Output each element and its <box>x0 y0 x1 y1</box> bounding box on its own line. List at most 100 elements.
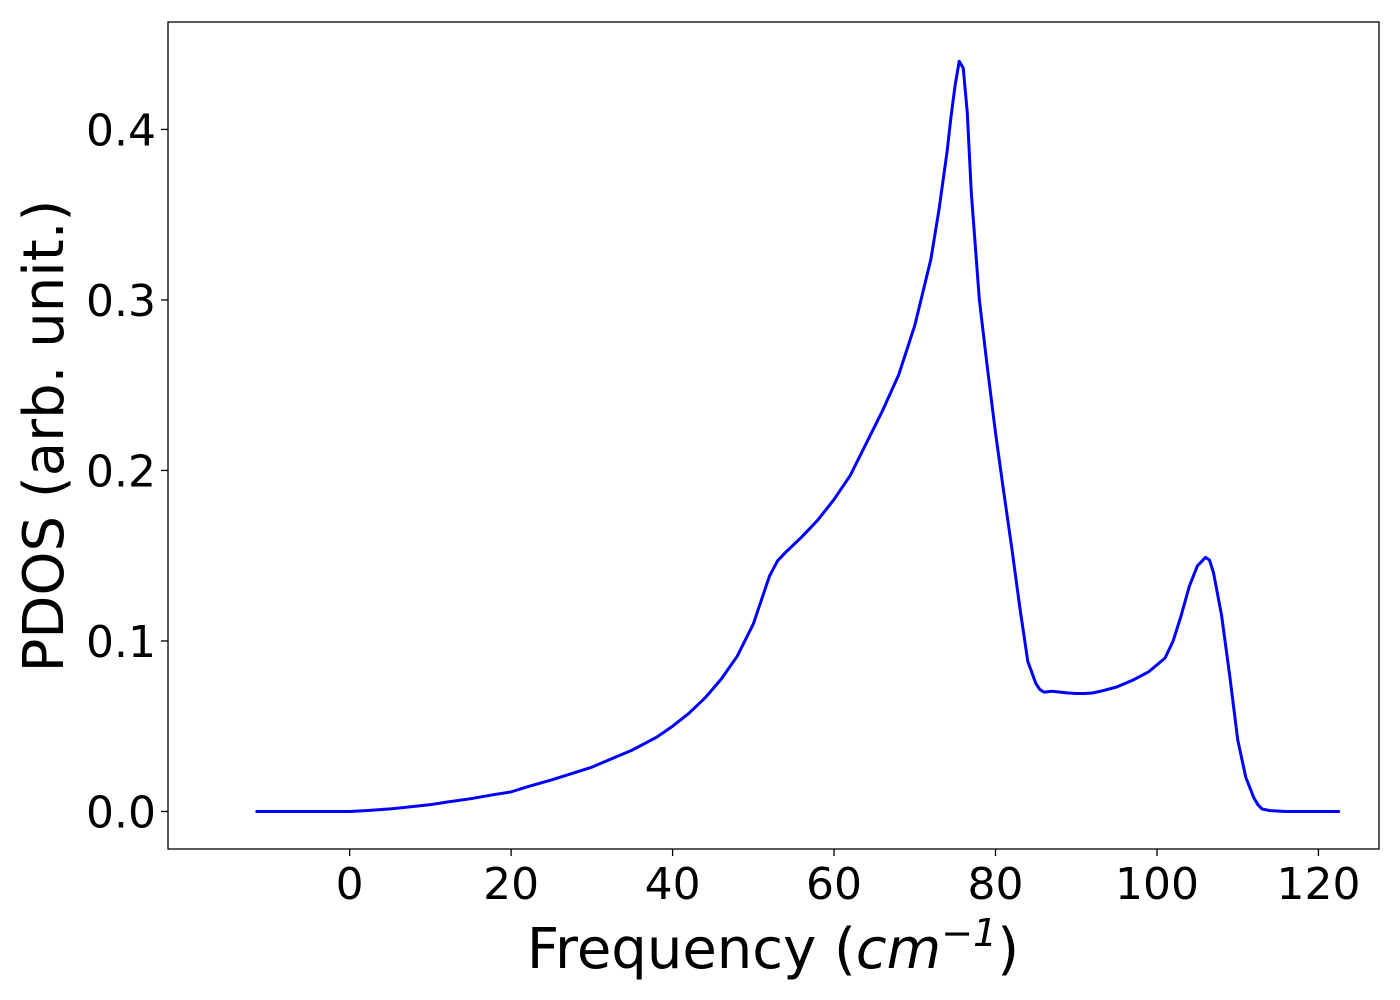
pdos-data-point <box>631 748 634 752</box>
pdos-data-point <box>1204 556 1207 559</box>
pdos-data-point <box>1091 691 1094 695</box>
pdos-data-point <box>671 725 674 728</box>
pdos-data-point <box>966 111 969 114</box>
y-axis-label: PDOS (arb. unit.) <box>12 200 77 673</box>
pdos-data-point <box>1050 690 1054 693</box>
pdos-data-point <box>986 366 989 370</box>
y-tick-label: 0.0 <box>86 787 156 838</box>
pdos-data-point <box>1066 691 1070 695</box>
pdos-data-point <box>957 60 961 63</box>
pdos-data-point <box>792 543 795 546</box>
x-tick-label: 80 <box>968 859 1024 910</box>
pdos-data-point <box>849 474 852 477</box>
pdos-data-point <box>1337 810 1340 813</box>
pdos-data-point <box>550 778 553 782</box>
pdos-data-point <box>445 800 448 804</box>
x-tick-label: 40 <box>645 859 701 910</box>
pdos-data-point <box>703 696 707 700</box>
pdos-data-point <box>308 810 311 813</box>
pdos-data-point <box>1301 810 1304 813</box>
y-tick-label: 0.2 <box>86 446 156 497</box>
pdos-data-point <box>1244 776 1247 779</box>
x-tick-label: 120 <box>1276 859 1360 910</box>
pdos-data-point <box>1147 670 1151 673</box>
pdos-data-point <box>1002 489 1005 493</box>
pdos-data-point <box>429 803 432 806</box>
pdos-data-point <box>752 622 755 626</box>
series-layer <box>255 59 1341 813</box>
x-tick-label: 20 <box>483 859 539 910</box>
x-tick-label: 100 <box>1115 859 1199 910</box>
pdos-data-point <box>1220 614 1223 617</box>
pdos-data-point <box>760 598 763 602</box>
pdos-data-point <box>1131 678 1134 682</box>
pdos-data-point <box>1212 571 1215 574</box>
pdos-data-point <box>1163 656 1167 660</box>
pdos-data-point <box>1034 682 1038 685</box>
pdos-data-point <box>1058 690 1062 694</box>
x-axis-label: Frequency (cm−1) <box>527 911 1019 982</box>
x-axis-label-suffix: ) <box>997 917 1019 982</box>
plot-area-frame <box>167 21 1380 850</box>
pdos-data-point <box>1252 796 1256 800</box>
y-tick-label: 0.1 <box>86 617 156 668</box>
pdos-data-point <box>526 785 529 788</box>
pdos-data-point <box>962 66 965 70</box>
pdos-data-point <box>978 298 981 302</box>
pdos-data-point <box>655 736 658 739</box>
pdos-data-point <box>865 441 868 445</box>
pdos-data-point <box>614 755 618 759</box>
pdos-data-point <box>348 810 351 813</box>
pdos-data-point <box>800 535 803 539</box>
pdos-data-point <box>929 257 933 261</box>
y-tick-label: 0.3 <box>86 276 156 327</box>
x-axis-ticks: 0 20 40 60 80 100 120 <box>336 849 1360 910</box>
pdos-data-point <box>388 807 392 811</box>
y-tick-label: 0.4 <box>86 105 156 156</box>
x-axis-label-prefix: Frequency ( <box>527 917 856 982</box>
pdos-data-point <box>1038 688 1042 691</box>
pdos-data-point <box>897 373 900 377</box>
pdos-data-point <box>970 191 973 194</box>
x-tick-label: 0 <box>336 859 364 910</box>
pdos-data-point <box>1208 558 1211 562</box>
pdos-data-point <box>1256 803 1260 806</box>
pdos-data-point <box>784 551 787 554</box>
pdos-data-point <box>816 518 820 522</box>
pdos-data-point <box>937 208 941 211</box>
pdos-data-point <box>255 810 259 813</box>
pdos-data-point <box>687 712 690 715</box>
pdos-data-point <box>1268 809 1272 812</box>
pdos-data-point <box>994 431 997 435</box>
pdos-data-point <box>949 114 953 117</box>
pdos-data-point <box>945 150 949 153</box>
pdos-data-point <box>1188 585 1191 588</box>
pdos-data-point <box>881 409 884 412</box>
x-axis-label-unit: cm <box>856 917 941 982</box>
pdos-data-point <box>413 805 416 808</box>
pdos-data-point <box>1171 639 1175 643</box>
pdos-data-point <box>953 83 957 87</box>
pdos-data-point <box>1284 810 1288 813</box>
y-axis-ticks: 0.0 0.1 0.2 0.3 0.4 <box>86 105 168 838</box>
pdos-data-point <box>776 559 779 563</box>
x-tick-label: 60 <box>806 859 862 910</box>
pdos-data-point <box>1099 690 1102 693</box>
pdos-data-point <box>1010 545 1013 549</box>
pdos-data-point <box>1075 692 1078 695</box>
pdos-data-point <box>1236 738 1239 742</box>
pdos-data-point <box>469 797 472 800</box>
pdos-data-point <box>832 498 836 501</box>
pdos-data-point <box>1115 685 1118 689</box>
pdos-data-point <box>1196 564 1199 568</box>
pdos-data-point <box>719 678 723 681</box>
pdos-data-point <box>1083 692 1086 695</box>
pdos-data-point <box>1228 673 1231 677</box>
pdos-data-point <box>913 324 916 327</box>
pdos-data-point <box>1260 807 1264 811</box>
pdos-data-point <box>509 790 513 794</box>
pdos-data-point <box>364 809 367 812</box>
pdos-data-point <box>590 765 594 769</box>
